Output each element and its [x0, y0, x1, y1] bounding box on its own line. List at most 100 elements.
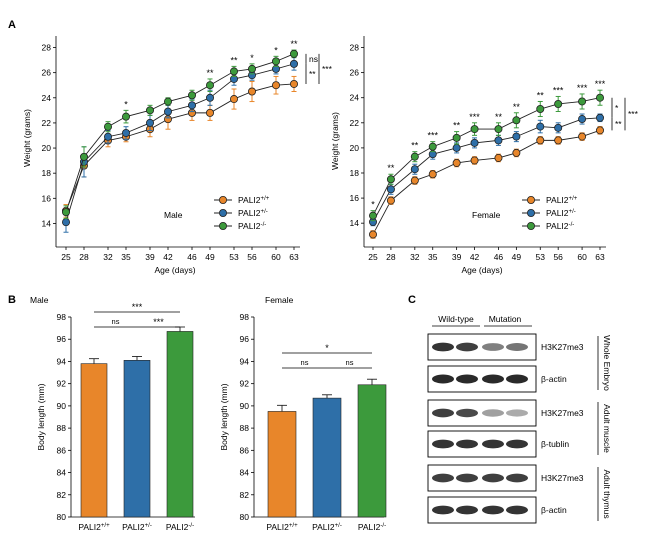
tissue-label: Whole Embryo [602, 335, 612, 391]
blot-band [482, 439, 504, 449]
bracket-label: ** [615, 119, 622, 129]
blot-band [432, 374, 454, 384]
x-axis-title: Age (days) [461, 265, 502, 275]
blot-band [456, 408, 478, 418]
data-point [494, 153, 503, 162]
data-point [289, 49, 298, 58]
series-line [372, 117, 601, 223]
data-point [163, 107, 172, 116]
data-point [494, 125, 503, 134]
significance-mark: ** [411, 141, 419, 151]
y-tick-label: 92 [57, 379, 67, 389]
blot-row-label: H3K27me3 [541, 342, 584, 352]
group-label-mutation: Mutation [489, 314, 522, 324]
legend-label-base: PALI2 [238, 195, 261, 205]
x-tick-label: 60 [577, 252, 587, 262]
data-point [145, 106, 154, 115]
bar-het [312, 397, 342, 518]
x-tick-label: 28 [79, 252, 89, 262]
male-weight-chart: 14 16 18 20 22 24 26 28 25 28 32 35 39 42 46 49 53 56 60 63… [22, 36, 333, 275]
data-point [536, 122, 545, 131]
data-point [578, 97, 587, 106]
bar-ko [357, 384, 387, 518]
legend-label-base: PALI2 [238, 208, 261, 218]
significance-mark: * [371, 200, 375, 210]
x-tick-label-base: PALI2 [78, 522, 101, 532]
significance-mark: ** [230, 55, 238, 65]
data-point [122, 128, 131, 137]
blot-band [482, 343, 504, 351]
data-point [512, 148, 521, 157]
series-ko [368, 89, 605, 222]
y-tick-label: 98 [240, 312, 250, 322]
x-tick-label: 25 [61, 252, 71, 262]
blot-band [432, 505, 454, 515]
legend-marker [218, 221, 227, 230]
y-tick-label: 82 [57, 490, 67, 500]
y-tick-label: 80 [240, 512, 250, 522]
y-tick-label: 22 [350, 118, 360, 128]
blot-band [506, 343, 528, 351]
y-axis-title: Weight (grams) [22, 109, 32, 167]
x-tick-label: PALI2+/- [312, 522, 342, 532]
legend-marker [527, 221, 536, 230]
significance-mark: * [124, 99, 128, 109]
y-tick-label: 14 [350, 218, 360, 228]
y-tick-label: 24 [42, 93, 52, 103]
series-line [65, 53, 295, 213]
data-point [578, 115, 587, 124]
legend-label-sup: -/- [569, 221, 575, 228]
bar-wt [80, 363, 108, 518]
x-tick-label: 49 [512, 252, 522, 262]
western-blot-panel: Wild-type Mutation H3K27me3 β-actin H3K27me3… [427, 314, 612, 524]
significance-mark: ** [387, 163, 395, 173]
x-tick-label-sup: -/- [188, 522, 194, 529]
blot-band [506, 473, 528, 483]
data-point [512, 116, 521, 125]
bar-ko [166, 331, 194, 518]
data-point [205, 108, 214, 117]
significance-mark: ** [495, 112, 503, 122]
legend-label: PALI2+/+ [546, 195, 578, 205]
male-length-chart: Male 80 82 84 86 88 90 92 94 96 98 Body length (mm)… [30, 295, 195, 532]
x-tick-label: 35 [121, 252, 131, 262]
significance-label: ns [301, 358, 309, 367]
x-tick-label-sup: +/+ [101, 522, 110, 529]
series-line [65, 63, 295, 223]
significance-mark: ** [290, 39, 298, 49]
blot-band [506, 409, 528, 417]
x-tick-label: PALI2-/- [166, 522, 194, 532]
x-tick-label-base: PALI2 [358, 522, 381, 532]
y-tick-label: 26 [42, 68, 52, 78]
significance-mark: *** [577, 83, 588, 93]
data-point [512, 132, 521, 141]
x-tick-label: PALI2+/+ [78, 522, 110, 532]
data-point [494, 136, 503, 145]
data-point [271, 57, 280, 66]
y-tick-label: 90 [240, 401, 250, 411]
data-point [187, 91, 196, 100]
x-tick-label: 46 [494, 252, 504, 262]
x-tick-label: 60 [271, 252, 281, 262]
legend-label: PALI2+/- [238, 208, 268, 218]
y-tick-label: 20 [42, 143, 52, 153]
x-tick-label: 56 [247, 252, 257, 262]
x-tick-label: 63 [595, 252, 605, 262]
blot-band [456, 374, 478, 384]
legend-label-base: PALI2 [238, 221, 261, 231]
significance-mark: *** [427, 131, 438, 141]
data-point [368, 230, 377, 239]
data-point [205, 81, 214, 90]
x-tick-label: 42 [470, 252, 480, 262]
y-tick-label: 82 [240, 490, 250, 500]
y-tick-label: 20 [350, 143, 360, 153]
x-tick-label: PALI2+/+ [266, 522, 298, 532]
series-line [65, 83, 295, 212]
blot-band [432, 342, 454, 352]
group-label-wildtype: Wild-type [438, 314, 474, 324]
y-tick-label: 92 [240, 379, 250, 389]
data-point [452, 133, 461, 142]
x-tick-label-base: PALI2 [312, 522, 335, 532]
y-tick-label: 18 [350, 168, 360, 178]
bracket-label: ns [309, 54, 318, 64]
